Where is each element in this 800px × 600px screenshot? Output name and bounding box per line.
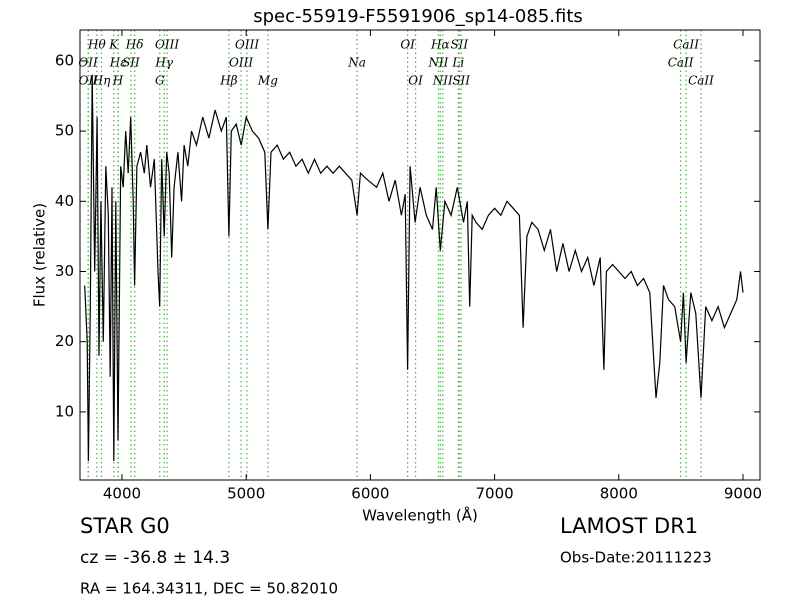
spectral-line-label: CaII — [673, 38, 699, 52]
spectral-line-label: OIII — [229, 56, 253, 70]
spectral-line-label: Hη — [92, 74, 111, 88]
spectral-line-label: SII — [122, 56, 140, 70]
spectral-line-label: CaII — [668, 56, 694, 70]
spectral-line-label: OI — [400, 38, 415, 52]
y-tick-label: 50 — [55, 122, 74, 140]
spectral-line-label: K — [108, 38, 119, 52]
x-tick-label: 6000 — [351, 485, 389, 503]
spectral-line-label: Hα — [430, 38, 450, 52]
y-tick-label: 10 — [55, 402, 74, 420]
annotation: cz = -36.8 ± 14.3 — [80, 548, 230, 568]
spectral-line-label: Hγ — [154, 56, 173, 70]
plot-frame — [79, 29, 761, 481]
spectral-line-label: OII — [79, 74, 99, 88]
x-tick-label: 8000 — [600, 485, 638, 503]
spectrum-line — [84, 74, 744, 462]
spectral-line-label: Hθ — [87, 38, 106, 52]
y-tick-label: 40 — [55, 192, 74, 210]
annotation: Obs-Date:20111223 — [560, 549, 712, 567]
spectral-line-label: Hδ — [125, 38, 144, 52]
annotation: LAMOST DR1 — [560, 514, 698, 538]
chart-title: spec-55919-F5591906_sp14-085.fits — [253, 6, 583, 27]
x-axis-label: Wavelength (Å) — [362, 506, 478, 525]
spectral-line-label: OIII — [155, 38, 179, 52]
spectral-line-label: Hβ — [219, 74, 237, 88]
spectral-line-label: G — [155, 74, 165, 88]
x-tick-label: 7000 — [475, 485, 513, 503]
spectral-line-label: NII — [427, 56, 448, 70]
spectral-line-label: SII — [450, 38, 468, 52]
spectral-line-label: CaII — [688, 74, 714, 88]
annotation: STAR G0 — [80, 514, 170, 538]
y-tick-label: 20 — [55, 332, 74, 350]
y-tick-label: 30 — [55, 262, 74, 280]
x-tick-label: 9000 — [724, 485, 762, 503]
spectral-line-label: OIII — [235, 38, 259, 52]
spectral-line-label: H — [112, 74, 124, 88]
spectral-line-label: OI — [408, 74, 423, 88]
x-tick-label: 5000 — [227, 485, 265, 503]
y-axis-label: Flux (relative) — [31, 203, 49, 307]
spectral-line-label: NII — [432, 74, 453, 88]
spectral-line-label: Na — [347, 56, 366, 70]
spectral-line-label: Mg — [257, 74, 278, 88]
spectral-line-label: SII — [452, 74, 470, 88]
y-tick-label: 60 — [55, 51, 74, 69]
spectral-line-label: Li — [451, 56, 464, 70]
x-tick-label: 4000 — [103, 485, 141, 503]
annotation: RA = 164.34311, DEC = 50.82010 — [80, 580, 338, 598]
